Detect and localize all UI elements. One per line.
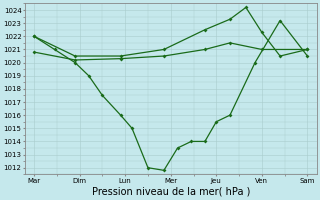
X-axis label: Pression niveau de la mer( hPa ): Pression niveau de la mer( hPa ) (92, 187, 250, 197)
